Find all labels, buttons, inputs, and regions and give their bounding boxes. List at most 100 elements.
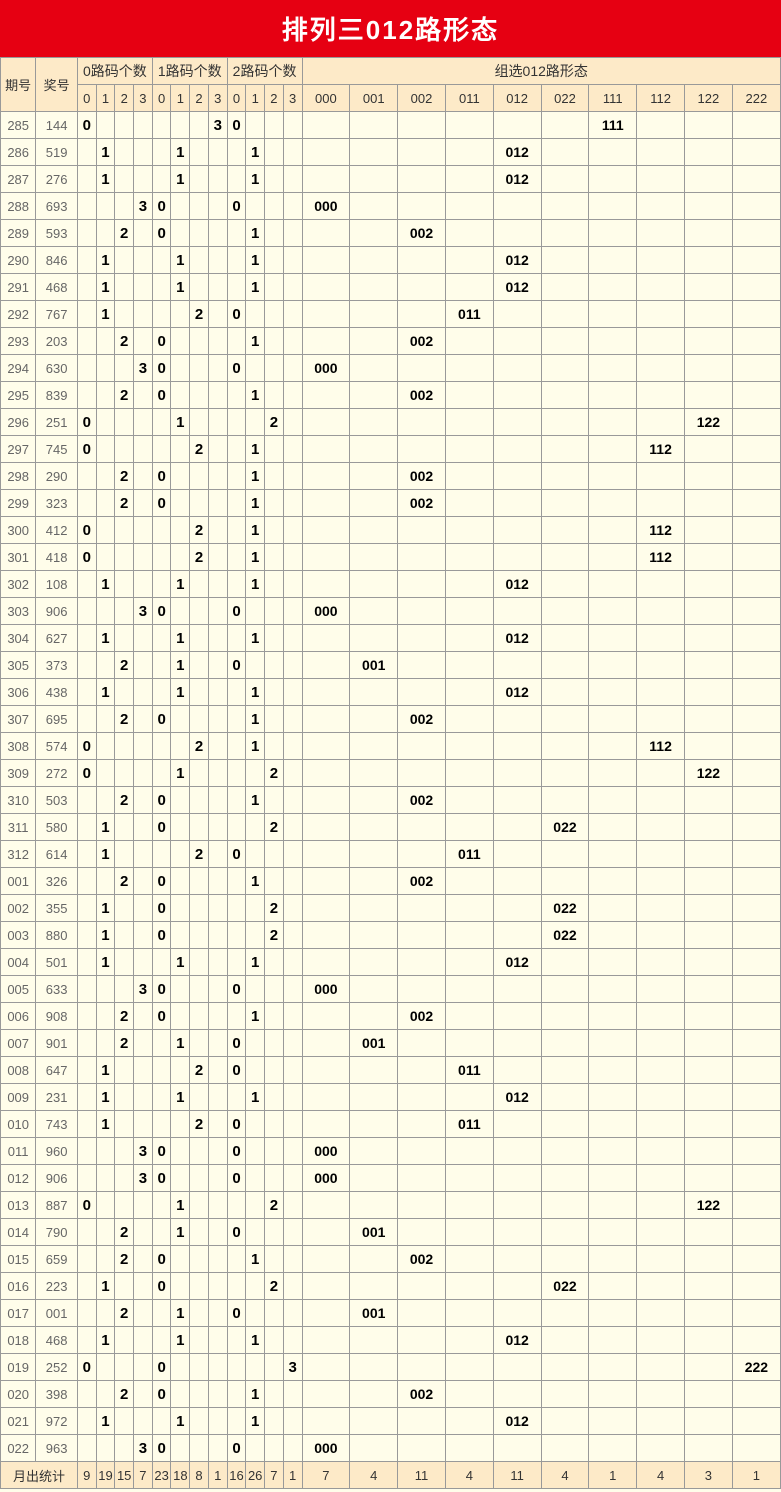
cell-award: 580 <box>36 814 78 841</box>
cell-pattern <box>493 1219 541 1246</box>
cell-count: 0 <box>152 1381 171 1408</box>
cell-count <box>265 1246 284 1273</box>
cell-pattern <box>732 1057 780 1084</box>
cell-pattern <box>732 895 780 922</box>
cell-count: 0 <box>227 841 246 868</box>
table-row: 285144030111 <box>1 112 781 139</box>
cell-pattern <box>445 490 493 517</box>
table-row: 289593201002 <box>1 220 781 247</box>
cell-count <box>208 787 227 814</box>
cell-pattern <box>637 1138 685 1165</box>
cell-count: 0 <box>227 598 246 625</box>
cell-count <box>283 1138 302 1165</box>
cell-pattern <box>302 220 350 247</box>
table-row: 286519111012 <box>1 139 781 166</box>
table-row: 016223102022 <box>1 1273 781 1300</box>
cell-pattern <box>493 328 541 355</box>
cell-count <box>77 301 96 328</box>
cell-count: 1 <box>246 706 265 733</box>
cell-pattern <box>732 571 780 598</box>
cell-count: 0 <box>152 382 171 409</box>
cell-pattern <box>685 301 733 328</box>
cell-award: 438 <box>36 679 78 706</box>
cell-count <box>152 112 171 139</box>
cell-pattern: 002 <box>398 868 446 895</box>
cell-count <box>171 841 190 868</box>
cell-pattern: 002 <box>398 1003 446 1030</box>
cell-count <box>96 1192 115 1219</box>
table-row: 004501111012 <box>1 949 781 976</box>
cell-award: 231 <box>36 1084 78 1111</box>
cell-count <box>265 328 284 355</box>
cell-pattern <box>350 328 398 355</box>
table-row: 295839201002 <box>1 382 781 409</box>
cell-count: 1 <box>246 328 265 355</box>
cell-pattern: 012 <box>493 679 541 706</box>
cell-count <box>208 949 227 976</box>
summary-cell: 3 <box>685 1462 733 1489</box>
cell-count <box>171 1435 190 1462</box>
cell-pattern <box>302 706 350 733</box>
cell-count <box>115 193 134 220</box>
cell-pattern <box>445 652 493 679</box>
cell-count <box>134 1057 153 1084</box>
cell-award: 468 <box>36 1327 78 1354</box>
cell-award: 001 <box>36 1300 78 1327</box>
cell-pattern <box>589 598 637 625</box>
cell-pattern <box>685 193 733 220</box>
cell-count: 0 <box>152 922 171 949</box>
cell-award: 846 <box>36 247 78 274</box>
cell-pattern <box>302 625 350 652</box>
cell-pattern <box>350 112 398 139</box>
cell-count <box>208 1084 227 1111</box>
cell-count <box>246 1300 265 1327</box>
cell-pattern <box>541 1435 589 1462</box>
cell-issue: 301 <box>1 544 36 571</box>
cell-count <box>171 787 190 814</box>
cell-pattern <box>589 1273 637 1300</box>
cell-count <box>152 841 171 868</box>
cell-pattern <box>398 895 446 922</box>
cell-pattern <box>685 1111 733 1138</box>
cell-count <box>171 895 190 922</box>
cell-pattern <box>350 193 398 220</box>
cell-count <box>283 247 302 274</box>
cell-count: 1 <box>246 787 265 814</box>
cell-count <box>96 517 115 544</box>
cell-award: 693 <box>36 193 78 220</box>
cell-pattern <box>637 1219 685 1246</box>
cell-count: 2 <box>265 409 284 436</box>
cell-count: 0 <box>152 463 171 490</box>
cell-pattern <box>637 976 685 1003</box>
cell-count: 0 <box>227 1057 246 1084</box>
cell-pattern <box>398 1030 446 1057</box>
cell-count: 0 <box>152 220 171 247</box>
cell-count <box>190 1003 209 1030</box>
cell-count: 2 <box>190 1057 209 1084</box>
cell-pattern <box>350 247 398 274</box>
cell-count <box>171 112 190 139</box>
cell-issue: 002 <box>1 895 36 922</box>
cell-pattern <box>637 1273 685 1300</box>
cell-pattern <box>493 1273 541 1300</box>
cell-count <box>227 814 246 841</box>
cell-pattern <box>302 760 350 787</box>
cell-award: 960 <box>36 1138 78 1165</box>
cell-count: 2 <box>265 760 284 787</box>
cell-pattern <box>445 517 493 544</box>
cell-count <box>246 1219 265 1246</box>
cell-count <box>96 355 115 382</box>
cell-pattern <box>445 166 493 193</box>
cell-pattern <box>445 1381 493 1408</box>
cell-pattern <box>445 463 493 490</box>
cell-pattern <box>541 1057 589 1084</box>
cell-pattern <box>445 1354 493 1381</box>
cell-count: 1 <box>246 1381 265 1408</box>
col-digit: 0 <box>77 85 96 112</box>
cell-count <box>227 382 246 409</box>
cell-count <box>246 355 265 382</box>
cell-pattern: 012 <box>493 139 541 166</box>
cell-count <box>134 220 153 247</box>
cell-pattern <box>302 895 350 922</box>
cell-count <box>190 463 209 490</box>
